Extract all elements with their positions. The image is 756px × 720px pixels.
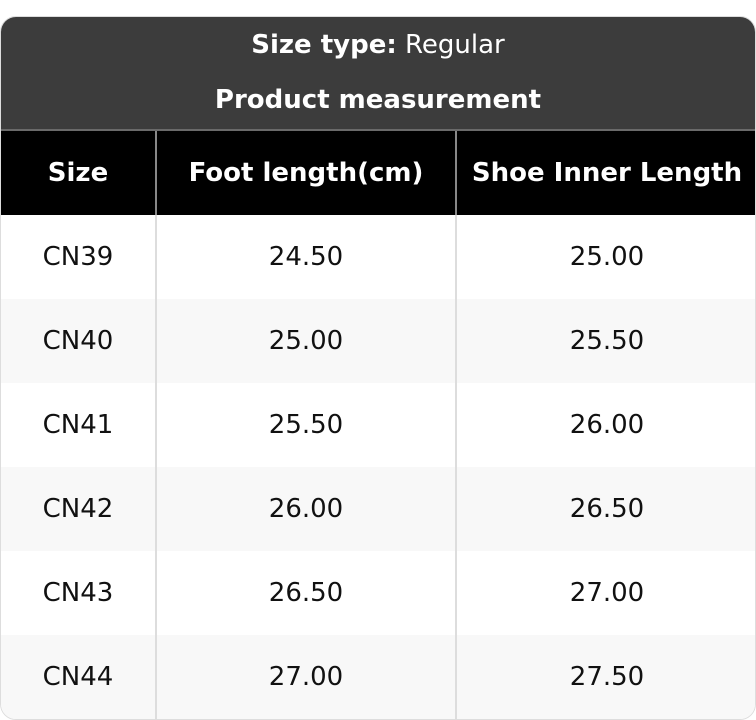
subtitle: Product measurement	[214, 85, 542, 115]
table-row: CN42 26.00 26.50	[1, 467, 755, 551]
size-cell: CN44	[1, 635, 156, 719]
size-type-value: Regular	[405, 30, 505, 60]
column-header-foot-length: Foot length(cm)	[155, 131, 456, 215]
table-row: CN40 25.00 25.50	[1, 299, 755, 383]
shoe-inner-length-cell: 26.00	[455, 383, 755, 467]
table-header-row: Size Foot length(cm) Shoe Inner Length	[1, 131, 755, 215]
foot-length-cell: 25.50	[155, 383, 456, 467]
size-cell: CN43	[42, 578, 114, 608]
foot-length-cell: 26.50	[155, 551, 456, 635]
foot-length-cell: 24.50	[155, 215, 456, 299]
shoe-inner-length-cell: 25.00	[455, 215, 755, 299]
foot-length-cell: 25.00	[155, 299, 456, 383]
column-header-size: Size	[1, 131, 156, 215]
shoe-inner-length-cell: 27.50	[455, 635, 755, 719]
measurement-table: Size Foot length(cm) Shoe Inner Length C…	[1, 131, 755, 719]
size-type: Size type: Regular	[1, 17, 755, 73]
size-chart-card: Size type: Regular Product measurement S…	[0, 16, 756, 720]
table-row: CN44 27.00 27.50	[1, 635, 755, 719]
foot-length-cell: 27.00	[155, 635, 456, 719]
size-cell: CN39	[42, 242, 114, 272]
size-type-label: Size type:	[251, 30, 397, 60]
table-row: CN39 24.50 25.00	[1, 215, 755, 299]
size-chart-header: Size type: Regular Product measurement	[1, 17, 755, 131]
shoe-inner-length-cell: 27.00	[455, 551, 755, 635]
size-cell: CN41	[42, 410, 114, 440]
foot-length-cell: 26.00	[155, 467, 456, 551]
size-cell: CN40	[1, 299, 156, 383]
table-row: CN43 26.50 27.00	[1, 551, 755, 635]
size-cell: CN42	[1, 467, 156, 551]
table-row: CN41 25.50 26.00	[1, 383, 755, 467]
shoe-inner-length-cell: 26.50	[455, 467, 755, 551]
shoe-inner-length-cell: 25.50	[455, 299, 755, 383]
column-header-shoe-inner-length: Shoe Inner Length	[455, 131, 755, 215]
